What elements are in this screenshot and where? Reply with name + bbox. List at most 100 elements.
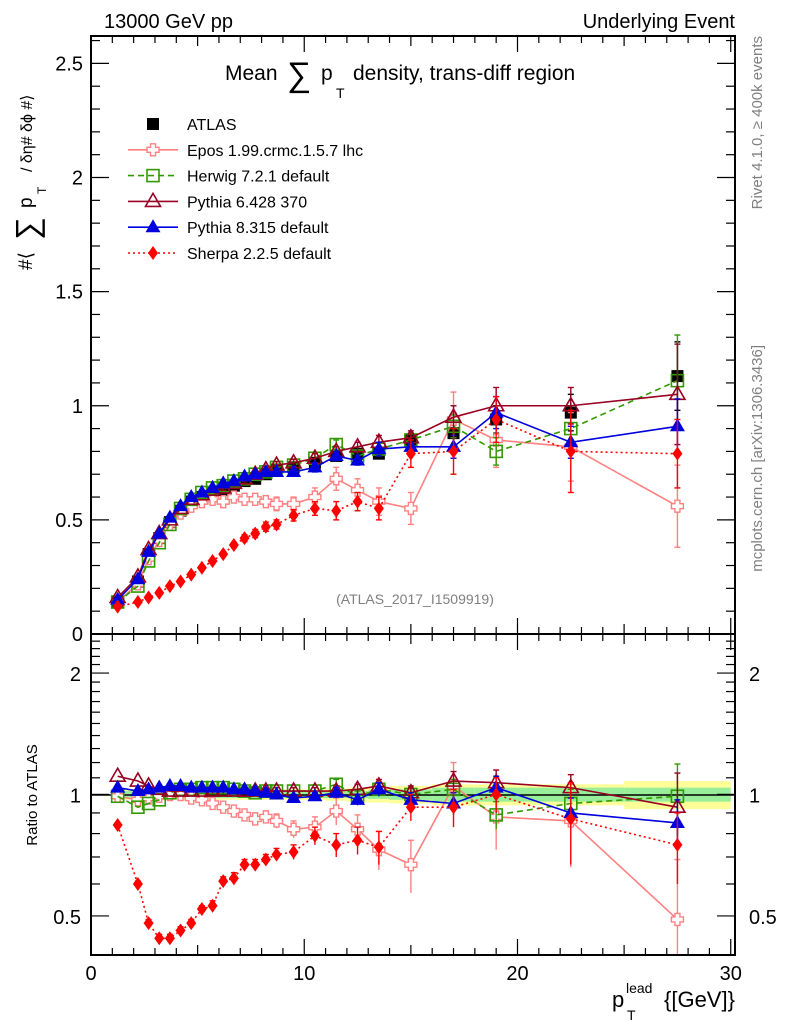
data-point-sherpa — [373, 501, 384, 516]
data-point-sherpa — [260, 519, 271, 534]
data-point-sherpa — [405, 446, 416, 461]
data-point-sherpa — [175, 574, 186, 589]
ratio-point-py8 — [226, 781, 242, 795]
ratio-point-py8 — [183, 779, 199, 793]
data-point-sherpa — [250, 526, 261, 541]
data-point-sherpa — [271, 517, 282, 532]
data-point-py8 — [110, 591, 126, 605]
data-point-herwig — [489, 444, 503, 459]
ratio-point-epos — [670, 912, 685, 927]
y-tick-label: 2.5 — [55, 53, 83, 75]
data-point-epos — [269, 497, 284, 511]
legend-marker — [144, 191, 162, 208]
ratio-frame — [90, 633, 736, 956]
x-tick-label: 20 — [506, 963, 528, 985]
data-point-py8 — [130, 571, 146, 585]
ratio-point-sherpa — [352, 833, 363, 848]
y-tick-label: 0.5 — [55, 510, 83, 532]
data-point-py8 — [258, 463, 274, 477]
x-axis-label: p lead T {[GeV]} — [612, 980, 735, 1023]
y-tick-label: 0 — [72, 624, 83, 646]
data-point-sherpa — [565, 444, 576, 459]
legend-item-herwig: Herwig 7.2.1 default — [128, 169, 330, 186]
data-point-epos — [227, 490, 241, 504]
ratio-point-py8 — [194, 779, 210, 793]
xlabel-unit: {[GeV]} — [664, 987, 735, 1012]
data-point-sherpa — [143, 590, 154, 605]
ratio-point-py8 — [350, 791, 366, 805]
data-point-py8 — [162, 509, 178, 523]
data-point-sherpa — [164, 579, 175, 594]
ratio-point-sherpa — [448, 800, 459, 815]
ratio-y-tick-label-right: 2 — [749, 664, 760, 686]
ratio-axes: 0.5 0.51 12 20 10 20 30 — [53, 633, 777, 985]
ratio-point-sherpa — [196, 902, 207, 917]
y-tick-label: 1 — [72, 396, 83, 418]
data-point-sherpa — [132, 595, 143, 610]
header-left-label: 13000 GeV pp — [104, 11, 233, 33]
ratio-point-sherpa — [207, 898, 218, 913]
ratio-y-tick-label-right: 0.5 — [749, 907, 777, 929]
data-point-sherpa — [196, 560, 207, 575]
ratio-point-py8 — [258, 784, 274, 798]
data-point-py8 — [226, 473, 242, 487]
header-right-label: Underlying Event — [583, 11, 736, 33]
ratio-point-sherpa — [239, 857, 250, 872]
series-line-epos — [117, 418, 678, 603]
ratio-point-sherpa — [260, 852, 271, 867]
data-point-sherpa — [448, 444, 459, 459]
legend-label: ATLAS — [187, 117, 237, 134]
ratio-point-sherpa — [228, 871, 239, 886]
xlabel-sup: lead — [626, 980, 652, 996]
ratio-line-sherpa — [116, 793, 678, 940]
ratio-point-epos — [259, 810, 273, 824]
legend-item-py8: Pythia 8.315 default — [128, 219, 329, 237]
legend: ATLAS Epos 1.99.crmc.1.5.7 lhc Herwig 7.2.… — [128, 117, 363, 263]
data-point-sherpa — [239, 531, 250, 546]
data-point-py6 — [444, 407, 463, 423]
ratio-point-py8 — [141, 781, 157, 795]
series-sherpa — [112, 395, 683, 614]
legend-label: Epos 1.99.crmc.1.5.7 lhc — [187, 143, 363, 160]
ylabel-p: p — [16, 197, 37, 208]
x-tick-label: 30 — [720, 963, 742, 985]
data-point-sherpa — [218, 547, 229, 562]
ratio-point-py6 — [108, 766, 127, 783]
legend-marker — [145, 219, 161, 233]
x-tick-label: 10 — [293, 963, 315, 985]
ratio-point-py8 — [215, 779, 231, 793]
legend-item-epos: Epos 1.99.crmc.1.5.7 lhc — [128, 143, 363, 160]
ratio-point-sherpa — [373, 840, 384, 855]
ratio-y-tick-label-left: 2 — [70, 664, 81, 686]
main-title: Mean ∑ p T density, trans-diff region — [225, 56, 575, 101]
legend-label: Pythia 6.428 370 — [187, 194, 307, 211]
ratio-point-py8 — [286, 790, 302, 804]
data-point-epos — [670, 499, 685, 513]
legend-marker — [147, 118, 159, 130]
ratio-point-sherpa — [143, 916, 154, 931]
analysis-tag: (ATLAS_2017_I1509919) — [336, 591, 494, 607]
ratio-point-sherpa — [250, 857, 261, 872]
data-point-epos — [329, 472, 343, 486]
ratio-panel: 0.5 0.51 12 20 10 20 30 Ratio to ATLAS p lead … — [24, 633, 777, 1023]
ylabel-rest: / δη# δϕ #⟩ — [19, 95, 36, 173]
x-tick-label: 0 — [85, 963, 96, 985]
data-point-sherpa — [228, 537, 239, 552]
main-ylabel: #⟨ ∑ p T / δη# δϕ #⟩ — [9, 95, 49, 271]
data-point-epos — [286, 497, 301, 511]
ratio-point-epos — [205, 796, 220, 811]
data-point-py8 — [286, 463, 302, 477]
ratio-series-py6 — [108, 766, 687, 850]
data-point-py8 — [269, 463, 285, 477]
title-sub: T — [336, 85, 345, 101]
data-point-sherpa — [154, 585, 165, 600]
legend-item-sherpa: Sherpa 2.2.5 default — [128, 246, 332, 263]
ratio-point-epos — [329, 804, 343, 818]
data-point-py8 — [328, 447, 344, 461]
ratio-point-py8 — [205, 779, 221, 793]
data-point-sherpa — [207, 553, 218, 568]
y-tick-label: 1.5 — [55, 282, 83, 304]
y-tick-label: 2 — [72, 168, 83, 190]
data-point-sherpa — [352, 494, 363, 509]
ratio-y-tick-label-left: 0.5 — [53, 907, 81, 929]
